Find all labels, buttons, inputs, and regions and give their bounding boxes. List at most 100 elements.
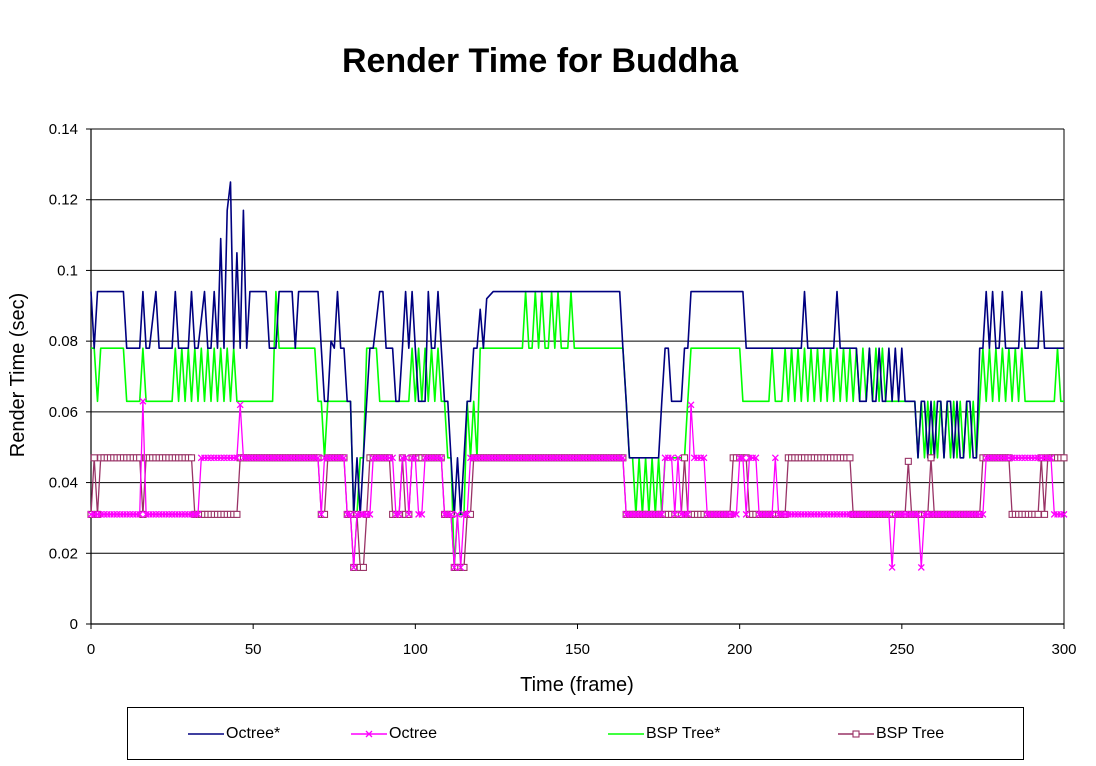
data-point (194, 510, 202, 518)
data-point (739, 454, 747, 462)
data-point (771, 454, 779, 462)
data-point (904, 457, 912, 465)
x-axis-title: Time (frame) (520, 674, 634, 696)
data-point (90, 454, 98, 462)
data-point (700, 454, 708, 462)
y-tick-label: 0.14 (49, 121, 78, 138)
legend-swatch (608, 732, 644, 735)
data-point (1060, 454, 1068, 462)
data-point (466, 510, 475, 518)
data-point (317, 510, 325, 518)
axes: 0 0.02 0.04 0.06 0.08 0.1 0.12 0.14 0 50 100 150 200… (49, 121, 1077, 658)
data-point (979, 510, 987, 518)
data-point (460, 563, 468, 571)
series-line (91, 290, 1064, 569)
data-point (680, 454, 689, 462)
data-point (668, 454, 676, 462)
y-tick-label: 0.12 (49, 192, 78, 209)
legend-swatch (351, 730, 387, 737)
data-point (671, 510, 679, 518)
x-tick-label: 100 (403, 641, 428, 658)
legend-label: BSP Tree (876, 724, 945, 742)
x-tick-label: 250 (889, 641, 914, 658)
data-point (684, 510, 692, 518)
x-tick-label: 200 (727, 641, 752, 658)
data-point (687, 401, 695, 409)
legend-label: Octree* (226, 724, 281, 742)
data-point (395, 510, 403, 518)
data-point (233, 454, 241, 462)
data-point (359, 563, 367, 571)
data-point (136, 510, 144, 518)
data-point (236, 401, 244, 409)
data-point (888, 563, 896, 571)
data-point (389, 454, 397, 462)
y-tick-label: 0.1 (57, 262, 78, 279)
x-tick-label: 150 (565, 641, 590, 658)
gridlines (91, 128, 1064, 554)
y-tick-label: 0.04 (49, 475, 78, 492)
data-point (1034, 510, 1042, 518)
data-point (402, 454, 410, 462)
data-point (314, 454, 322, 462)
data-point (927, 454, 935, 462)
x-tick-label: 0 (87, 641, 95, 658)
data-point (405, 510, 413, 518)
legend: Octree* Octree BSP Tree* BSP Tree (127, 707, 1024, 760)
legend-swatch (838, 729, 874, 738)
data-point (454, 510, 461, 518)
data-point (752, 454, 760, 462)
data-point (233, 510, 241, 518)
series-octree (87, 397, 1068, 571)
y-tick-label: 0 (70, 616, 78, 633)
legend-swatch (188, 732, 224, 735)
data-point (437, 454, 445, 462)
data-point (619, 454, 627, 462)
data-point (347, 510, 354, 518)
data-point (742, 454, 750, 462)
y-tick-label: 0.06 (49, 404, 78, 421)
legend-item: BSP Tree* (608, 708, 720, 759)
x-tick-label: 50 (245, 641, 262, 658)
data-point (463, 510, 471, 518)
data-point (366, 510, 374, 518)
data-point (885, 510, 893, 518)
data-point (457, 563, 465, 571)
series-line (91, 400, 1064, 569)
data-point (1060, 510, 1068, 518)
data-point (742, 510, 750, 518)
y-tick-label: 0.02 (49, 545, 78, 562)
series-line (90, 181, 1064, 516)
data-point (411, 454, 419, 462)
legend-item: BSP Tree (838, 708, 944, 759)
data-point (1040, 510, 1049, 518)
data-point (139, 510, 147, 518)
data-point (768, 510, 776, 518)
y-axis-title: Render Time (sec) (7, 293, 29, 458)
chart-title: Render Time for Buddha (341, 42, 739, 80)
legend-label: Octree (389, 724, 438, 742)
data-point (1047, 454, 1055, 462)
data-point (340, 454, 348, 462)
data-point (187, 454, 196, 462)
data-point (674, 454, 682, 462)
series-octree- (90, 181, 1064, 516)
data-point (350, 563, 358, 571)
data-point (732, 510, 740, 518)
series-group (87, 181, 1068, 571)
series-bsp-tree- (91, 290, 1064, 569)
legend-label: BSP Tree* (646, 724, 721, 742)
legend-item: Octree* (188, 708, 280, 759)
data-point (139, 397, 147, 405)
data-point (658, 510, 666, 518)
y-tick-label: 0.08 (49, 333, 78, 350)
data-point (914, 510, 922, 518)
legend-item: Octree (351, 708, 437, 759)
x-tick-label: 300 (1051, 641, 1076, 658)
data-point (418, 510, 426, 518)
data-point (450, 563, 458, 571)
data-point (917, 563, 925, 571)
data-point (320, 510, 329, 518)
data-point (846, 454, 854, 462)
